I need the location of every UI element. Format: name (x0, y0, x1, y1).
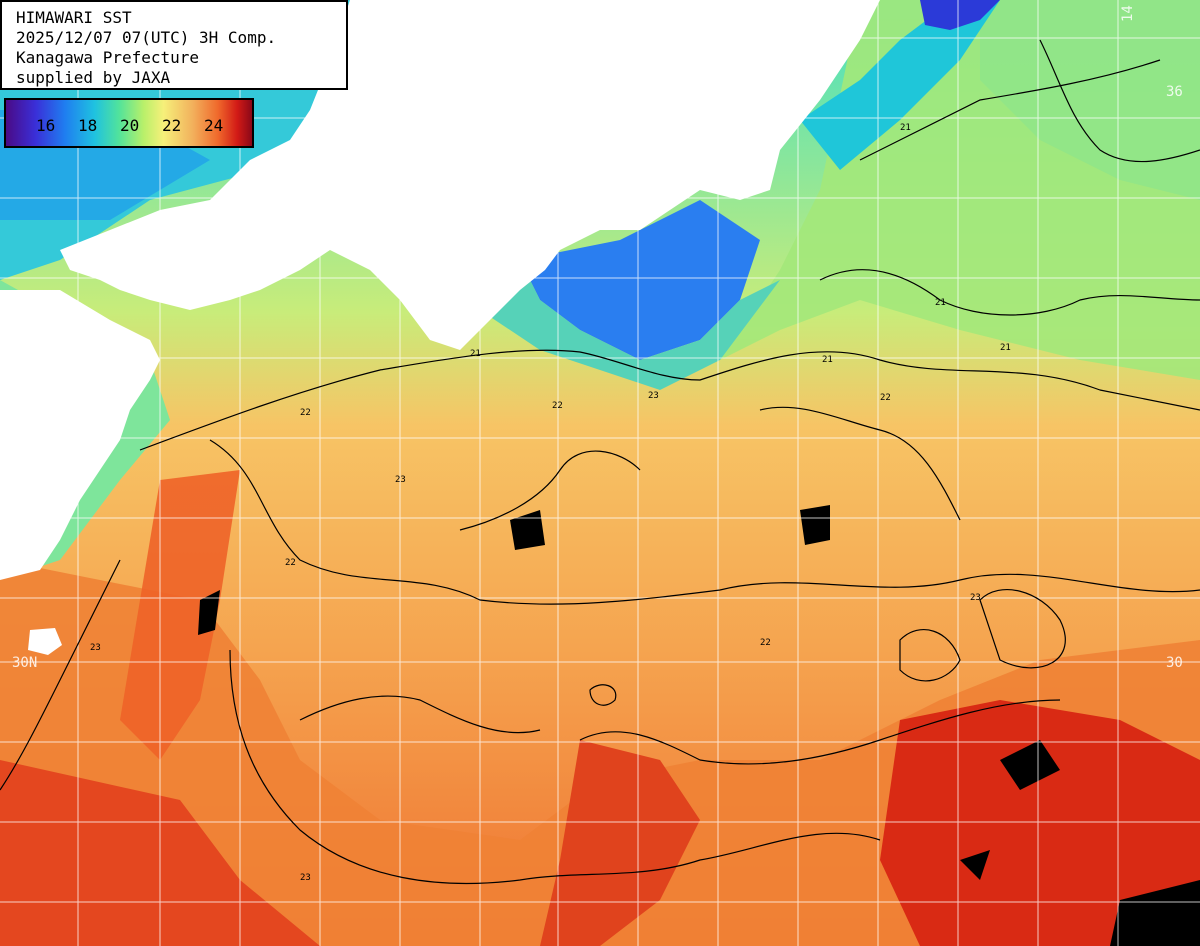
hot-southeast (880, 700, 1200, 946)
contour-label: 22 (552, 401, 563, 411)
cloud-specks-se (960, 740, 1200, 946)
legend-tick: 18 (78, 116, 98, 135)
land-kii-peninsula (450, 110, 520, 260)
land-mainland-north (60, 0, 880, 350)
contour-label: 21 (822, 355, 833, 365)
contour-label: 21 (900, 123, 911, 133)
lat-label-left: 30N (12, 655, 37, 671)
contour-labels: 21 22 23 22 23 21 23 22 21 23 22 21 23 2… (90, 123, 1011, 883)
cool-band-east-2 (980, 0, 1200, 200)
hot-south-center (540, 740, 700, 946)
title-line-supplier: supplied by JAXA (16, 68, 171, 87)
land-peninsula-west (0, 290, 160, 580)
lon-label-136e: 136E (482, 8, 498, 42)
contour-label: 22 (285, 558, 296, 568)
cold-bay-center (520, 200, 760, 360)
land-island-sw (28, 628, 62, 655)
legend-tick: 24 (204, 116, 224, 135)
title-line-satellite: HIMAWARI SST (16, 8, 132, 27)
contour-label: 22 (760, 638, 771, 648)
title-line-provider: Kanagawa Prefecture (16, 48, 200, 67)
legend-tick: 22 (162, 116, 182, 135)
contour-label: 22 (880, 393, 891, 403)
contour-label: 23 (395, 475, 406, 485)
contour-label: 23 (90, 643, 101, 653)
contour-label: 23 (648, 391, 659, 401)
contour-label: 23 (970, 593, 981, 603)
cold-ne-blue (800, 0, 1000, 170)
title-box: HIMAWARI SST 2025/12/07 07(UTC) 3H Comp.… (0, 0, 348, 90)
land-ne-cape (920, 0, 1000, 30)
cloud-specks-center (198, 505, 830, 635)
contour-label: 21 (1000, 343, 1011, 353)
contour-label: 21 (935, 298, 946, 308)
isotherm-contours (0, 39, 1200, 885)
lon-label-14: 14 (1120, 5, 1136, 22)
contour-label: 21 (470, 349, 481, 359)
title-line-datetime: 2025/12/07 07(UTC) 3H Comp. (16, 28, 277, 47)
lat-label-left-upper: 30N (14, 375, 39, 391)
contour-label: 23 (300, 873, 311, 883)
lat-label-top-right: 36 (1166, 84, 1183, 100)
legend-tick: 20 (120, 116, 140, 135)
color-scale-legend: 16 18 20 22 24 (4, 98, 254, 148)
contour-label: 22 (300, 408, 311, 418)
lat-label-right: 30 (1166, 655, 1183, 671)
hot-west-band (120, 470, 240, 760)
legend-tick: 16 (36, 116, 56, 135)
grid-labels: 136E 14 30N 30N 30 36 (12, 5, 1183, 671)
